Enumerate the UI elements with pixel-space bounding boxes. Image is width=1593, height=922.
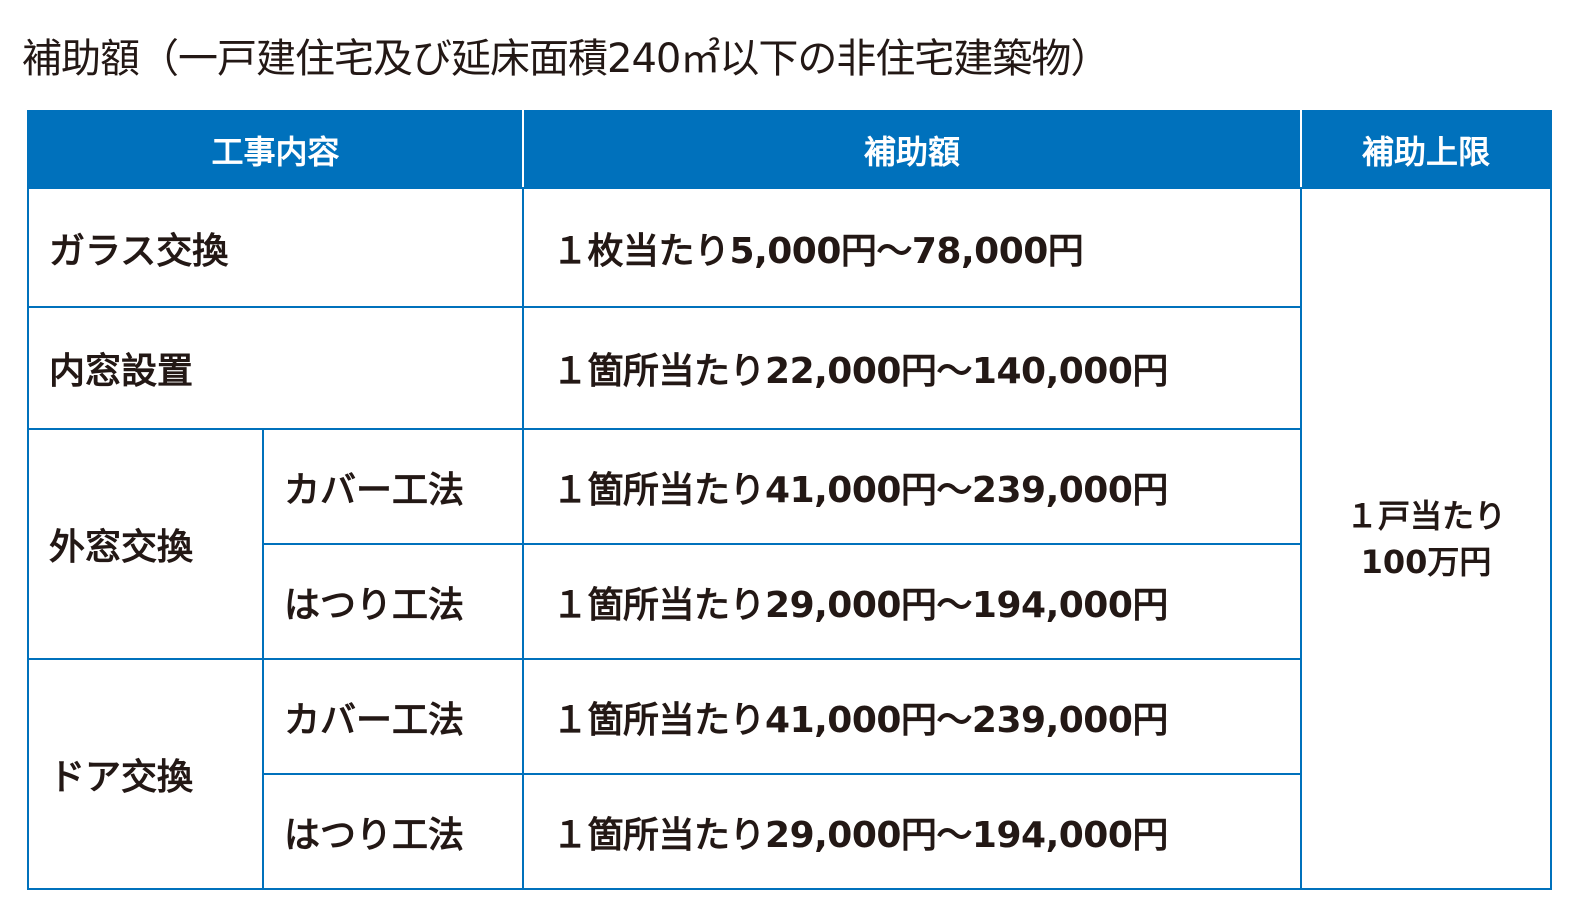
method-cell: カバー工法 [261,658,525,775]
table-row: はつり工法 １箇所当たり29,000円～194,000円 [28,543,1551,660]
limit-line1: １戸当たり [1346,496,1507,535]
work-cell: ドア交換 [27,658,264,890]
method-cell: カバー工法 [261,428,525,545]
table-row: 外窓交換 カバー工法 １箇所当たり41,000円～239,000円 [27,428,1551,660]
amount-cell: １箇所当たり41,000円～239,000円 [522,658,1303,775]
subsidy-table: 工事内容 補助額 補助上限 ガラス交換 １枚当たり5,000円～78,000円 … [26,110,1553,890]
amount-cell: １箇所当たり22,000円～140,000円 [522,306,1303,430]
table-header-row: 工事内容 補助額 補助上限 [26,110,1553,189]
table-row: はつり工法 １箇所当たり29,000円～194,000円 [28,773,1551,890]
page-title: 補助額（一戸建住宅及び延床面積240㎡以下の非住宅建築物） [22,36,1110,82]
amount-cell: １枚当たり5,000円～78,000円 [522,187,1303,308]
limit-line2: 100万円 [1360,542,1492,581]
work-cell: 外窓交換 [27,428,264,660]
method-cell: はつり工法 [261,543,525,660]
method-cell: はつり工法 [261,773,525,890]
header-limit: 補助上限 [1300,110,1553,189]
amount-cell: １箇所当たり29,000円～194,000円 [522,773,1303,890]
header-work: 工事内容 [26,110,525,189]
header-amount: 補助額 [522,110,1303,189]
table-row: ガラス交換 １枚当たり5,000円～78,000円 １戸当たり 100万円 [26,187,1553,890]
work-cell: 内窓設置 [26,306,525,430]
table-row: 内窓設置 １箇所当たり22,000円～140,000円 [26,306,1551,430]
work-cell: ガラス交換 [26,187,525,308]
amount-cell: １箇所当たり29,000円～194,000円 [522,543,1303,660]
table-row: ドア交換 カバー工法 １箇所当たり41,000円～239,000円 [27,658,1551,890]
limit-cell: １戸当たり 100万円 [1300,187,1553,890]
amount-cell: １箇所当たり41,000円～239,000円 [522,428,1303,545]
